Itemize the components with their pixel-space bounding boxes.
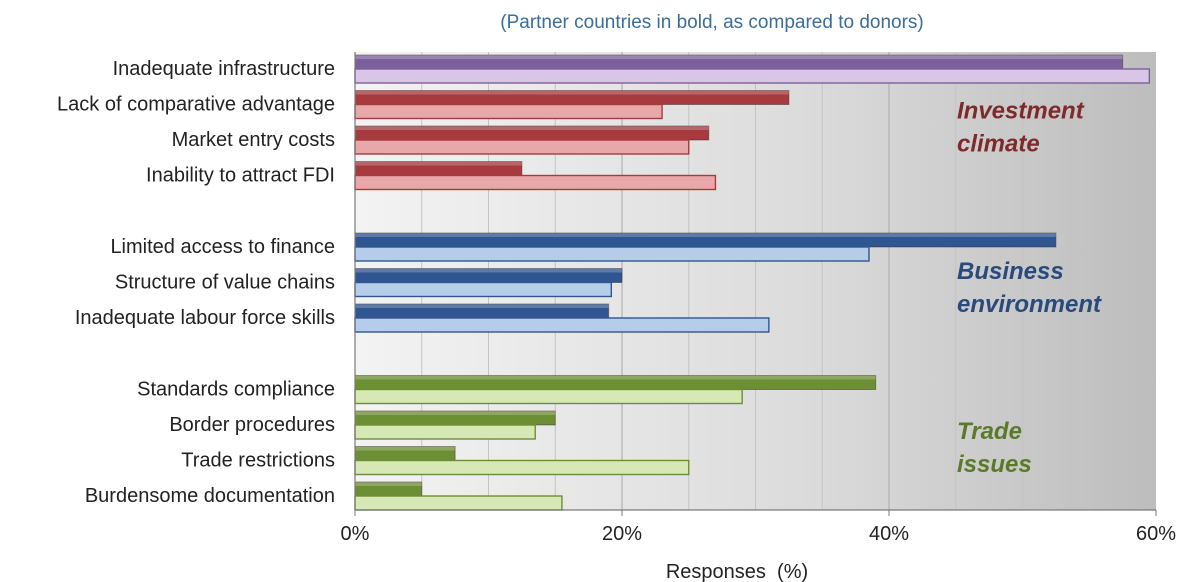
group-labels: Investment climate Business environment Trad…	[957, 98, 1102, 479]
category-label: Inadequate labour force skills	[75, 307, 335, 329]
category-label: Limited access to finance	[110, 236, 335, 258]
x-axis-ticks: 0% 20% 40% 60%	[341, 510, 1176, 545]
bar-donor	[354, 281, 613, 298]
category-label: Market entry costs	[172, 129, 335, 151]
category-label: Trade restrictions	[181, 450, 335, 472]
category-label: Structure of value chains	[115, 272, 335, 294]
category-label: Burdensome documentation	[85, 485, 335, 507]
bar-partner-highlight	[355, 90, 789, 95]
bar-donor	[354, 103, 663, 120]
x-tick-label: 20%	[602, 523, 642, 545]
category-label: Lack of comparative advantage	[57, 94, 335, 116]
bar-partner-highlight	[355, 55, 1123, 59]
bar-partner-highlight	[355, 411, 556, 415]
x-tick-label: 60%	[1136, 523, 1176, 545]
bar-partner-highlight	[355, 446, 456, 451]
bar-donor	[354, 424, 536, 440]
bar-donor	[354, 68, 1151, 84]
bar-partner-highlight	[355, 126, 709, 130]
category-label: Border procedures	[169, 414, 335, 436]
bar-partner-highlight	[355, 161, 522, 166]
bar-donor	[354, 388, 743, 405]
bar-donor	[354, 459, 690, 476]
category-label: Inability to attract FDI	[146, 165, 335, 187]
x-tick-label: 40%	[869, 523, 909, 545]
bar-donor	[354, 139, 690, 155]
group-label: issues	[957, 451, 1032, 478]
bar-donor	[354, 246, 870, 262]
category-labels: Inadequate infrastructure Lack of compara…	[57, 58, 335, 507]
bar-partner-highlight	[355, 375, 876, 380]
bars	[354, 54, 1151, 511]
group-label: climate	[957, 131, 1040, 158]
category-label: Inadequate infrastructure	[113, 58, 335, 80]
bar-donor	[354, 317, 770, 333]
group-label: Investment	[957, 98, 1085, 125]
group-label: environment	[957, 291, 1102, 318]
bar-partner-highlight	[355, 304, 609, 308]
x-axis-title: Responses (%)	[666, 561, 808, 582]
bar-donor	[354, 174, 717, 191]
chart-subtitle: (Partner countries in bold, as compared …	[500, 12, 924, 33]
group-label: Trade	[957, 418, 1022, 445]
bar-partner-highlight	[355, 482, 422, 486]
bar-partner-highlight	[355, 233, 1056, 237]
bar-partner-highlight	[355, 268, 622, 273]
x-tick-label: 0%	[341, 523, 370, 545]
bar-donor	[354, 495, 563, 511]
group-label: Business	[957, 258, 1064, 285]
category-label: Standards compliance	[137, 379, 335, 401]
